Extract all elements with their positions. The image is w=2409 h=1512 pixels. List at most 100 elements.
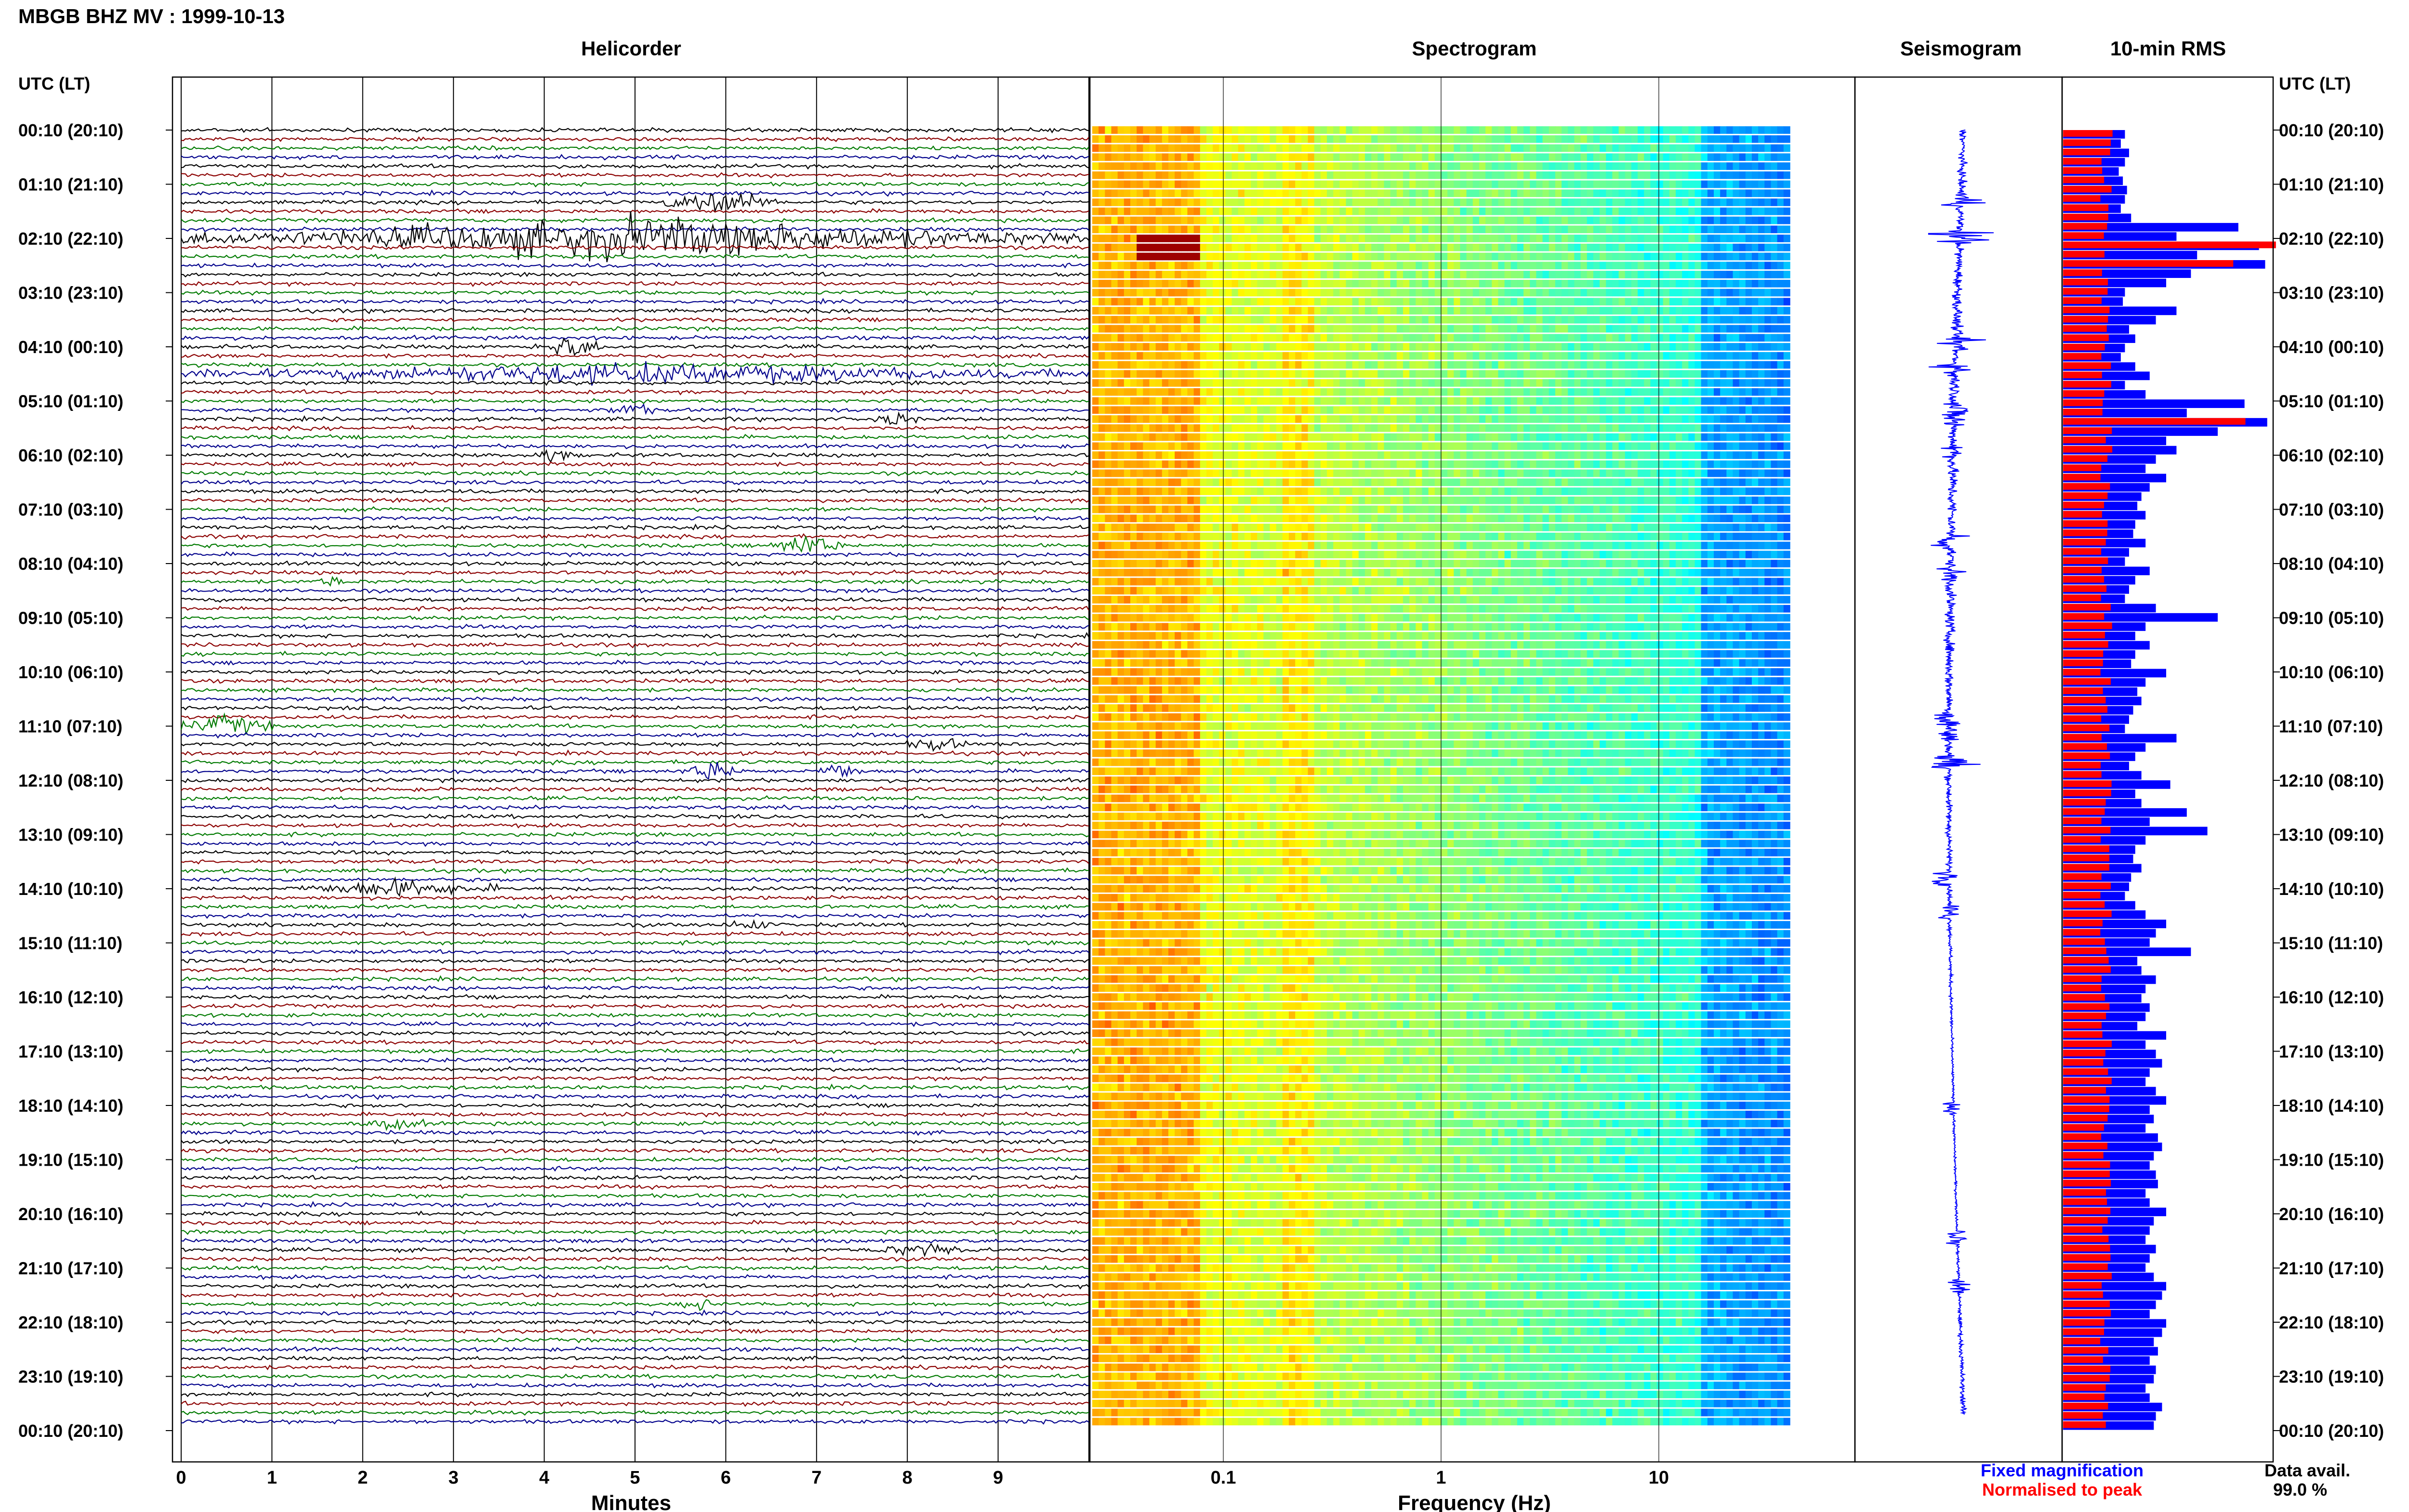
spectrogram-cell: [1308, 379, 1315, 387]
spectrogram-cell: [1137, 361, 1144, 369]
spectrogram-cell: [1105, 216, 1112, 224]
spectrogram-cell: [1384, 289, 1391, 297]
spectrogram-cell: [1555, 153, 1562, 161]
spectrogram-cell: [1510, 271, 1518, 278]
spectrogram-cell: [1105, 135, 1112, 143]
spectrogram-cell: [1276, 235, 1283, 242]
spectrogram-cell: [1568, 478, 1575, 486]
spectrogram-cell: [1149, 289, 1156, 297]
spectrogram-cell: [1466, 334, 1473, 342]
spectrogram-cell: [1688, 469, 1695, 477]
spectrogram-cell: [1656, 153, 1664, 161]
spectrogram-cell: [1358, 424, 1365, 432]
spectrogram-cell: [1244, 424, 1251, 432]
spectrogram-cell: [1282, 289, 1289, 297]
helicorder-trace: [181, 1409, 1089, 1416]
spectrogram-cell: [1301, 126, 1309, 134]
spectrogram-cell: [1752, 144, 1759, 152]
spectrogram-cell: [1587, 379, 1594, 387]
spectrogram-cell: [1676, 262, 1683, 270]
spectrogram-cell: [1130, 316, 1137, 324]
spectrogram-cell: [1434, 433, 1442, 441]
spectrogram-cell: [1600, 415, 1607, 423]
spectrogram-cell: [1701, 487, 1708, 495]
spectrogram-cell: [1105, 225, 1112, 234]
spectrogram-cell: [1416, 189, 1423, 197]
spectrogram-cell: [1231, 171, 1239, 179]
spectrogram-cell: [1155, 469, 1163, 477]
spectrogram-cell: [1308, 334, 1315, 342]
spectrogram-cell: [1777, 496, 1784, 504]
spectrogram-cell: [1580, 325, 1588, 333]
spectrogram-cell: [1441, 216, 1448, 224]
spectrogram-cell: [1777, 406, 1784, 414]
spectrogram-cell: [1377, 343, 1385, 351]
spectrogram-cell: [1441, 289, 1448, 297]
spectrogram-cell: [1206, 379, 1213, 387]
spectrogram-cell: [1219, 189, 1226, 197]
spectrogram-cell: [1117, 216, 1125, 224]
spectrogram-cell: [1346, 271, 1353, 278]
spectrogram-cell: [1124, 325, 1131, 333]
spectrogram-cell: [1523, 279, 1531, 288]
spectrogram-cell: [1416, 289, 1423, 297]
spectrogram-cell: [1257, 487, 1264, 495]
spectrogram-cell: [1137, 433, 1144, 441]
spectrogram-cell: [1117, 406, 1125, 414]
spectrogram-cell: [1384, 397, 1391, 405]
spectrogram-cell: [1263, 162, 1271, 170]
spectrogram-cell: [1346, 415, 1353, 423]
spectrogram-cell: [1523, 460, 1531, 468]
spectrogram-cell: [1625, 171, 1632, 179]
spectrogram-cell: [1365, 397, 1372, 405]
spectrogram-cell: [1466, 514, 1473, 523]
spectrogram-cell: [1206, 279, 1213, 288]
spectrogram-cell: [1143, 126, 1150, 134]
spectrogram-cell: [1251, 235, 1258, 242]
spectrogram-cell: [1371, 424, 1378, 432]
spectrogram-cell: [1638, 424, 1645, 432]
spectrogram-cell: [1434, 279, 1442, 288]
spectrogram-cell: [1428, 478, 1435, 486]
spectrogram-cell: [1720, 171, 1727, 179]
spectrogram-cell: [1257, 496, 1264, 504]
spectrogram-cell: [1726, 514, 1734, 523]
helicorder-trace: [181, 488, 1089, 495]
spectrogram-cell: [1295, 262, 1302, 270]
spectrogram-cell: [1333, 298, 1340, 306]
spectrogram-cell: [1644, 352, 1651, 360]
spectrogram-cell: [1752, 433, 1759, 441]
spectrogram-cell: [1282, 388, 1289, 396]
spectrogram-cell: [1111, 198, 1118, 206]
spectrogram-cell: [1213, 433, 1220, 441]
spectrogram-cell: [1536, 424, 1543, 432]
spectrogram-cell: [1244, 334, 1251, 342]
spectrogram-cell: [1688, 406, 1695, 414]
spectrogram-cell: [1600, 135, 1607, 143]
spectrogram-cell: [1739, 406, 1746, 414]
spectrogram-cell: [1396, 325, 1403, 333]
spectrogram-cell: [1149, 235, 1156, 242]
spectrogram-cell: [1580, 262, 1588, 270]
spectrogram-cell: [1694, 442, 1702, 450]
spectrogram-cell: [1213, 126, 1220, 134]
spectrogram-cell: [1219, 207, 1226, 215]
spectrogram-cell: [1549, 361, 1556, 369]
spectrogram-cell: [1714, 496, 1721, 504]
spectrogram-cell: [1409, 388, 1416, 396]
spectrogram-cell: [1231, 262, 1239, 270]
spectrogram-cell: [1263, 487, 1271, 495]
spectrogram-cell: [1251, 216, 1258, 224]
spectrogram-cell: [1149, 252, 1156, 261]
spectrogram-cell: [1403, 135, 1410, 143]
spectrogram-cell: [1688, 171, 1695, 179]
spectrogram-cell: [1701, 388, 1708, 396]
spectrogram-cell: [1739, 289, 1746, 297]
spectrogram-cell: [1669, 189, 1676, 197]
spectrogram-cell: [1339, 298, 1347, 306]
spectrogram-cell: [1099, 271, 1106, 278]
spectrogram-cell: [1485, 370, 1493, 378]
spectrogram-cell: [1593, 460, 1600, 468]
spectrogram-cell: [1251, 388, 1258, 396]
spectrogram-cell: [1650, 279, 1657, 288]
